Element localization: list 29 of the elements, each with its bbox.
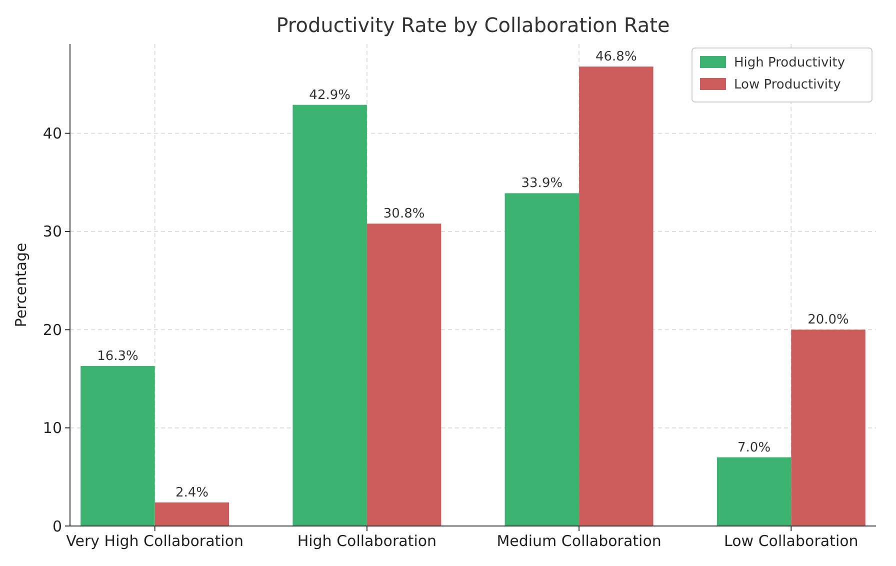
legend-label: Low Productivity <box>734 78 842 93</box>
chart-title: Productivity Rate by Collaboration Rate <box>276 13 670 37</box>
bar <box>504 193 580 526</box>
x-tick-label: Very High Collaboration <box>66 532 244 550</box>
bar <box>154 502 230 526</box>
y-tick-label: 40 <box>42 124 62 143</box>
y-tick-label: 30 <box>42 222 62 241</box>
y-axis-title: Percentage <box>12 242 30 328</box>
data-label: 2.4% <box>175 485 208 500</box>
x-tick-label: Medium Collaboration <box>496 532 662 550</box>
data-label: 16.3% <box>97 348 138 364</box>
data-label: 46.8% <box>596 50 637 65</box>
bar <box>579 66 654 526</box>
bar <box>292 104 367 526</box>
y-tick-label: 10 <box>42 419 62 438</box>
y-tick-label: 20 <box>42 320 62 339</box>
data-label: 33.9% <box>521 176 563 192</box>
x-tick-label: Low Collaboration <box>724 532 858 550</box>
bar <box>366 224 442 526</box>
bar <box>791 330 866 526</box>
data-label: 42.9% <box>309 88 350 103</box>
data-label: 7.0% <box>738 440 771 456</box>
y-tick-label: 0 <box>52 517 62 536</box>
x-tick-label: High Collaboration <box>297 532 437 550</box>
data-label: 20.0% <box>808 312 849 328</box>
bar <box>716 457 792 526</box>
data-label: 30.8% <box>383 206 425 222</box>
bar <box>80 366 155 526</box>
legend-label: High Productivity <box>734 56 846 71</box>
